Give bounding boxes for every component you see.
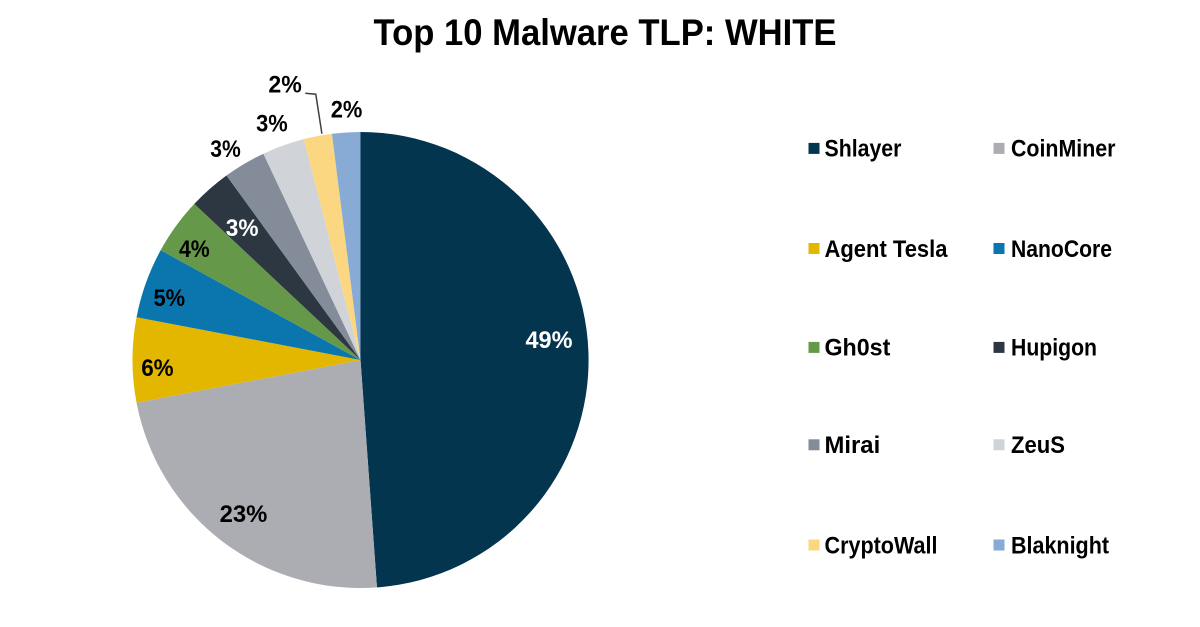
svg-text:CryptoWall: CryptoWall bbox=[825, 532, 938, 559]
svg-text:23%: 23% bbox=[220, 501, 268, 528]
svg-text:CoinMiner: CoinMiner bbox=[1011, 136, 1116, 163]
svg-text:6%: 6% bbox=[141, 355, 173, 382]
svg-text:3%: 3% bbox=[226, 215, 259, 242]
svg-text:5%: 5% bbox=[154, 285, 186, 312]
svg-text:Blaknight: Blaknight bbox=[1011, 532, 1109, 559]
svg-text:3%: 3% bbox=[210, 136, 241, 163]
svg-text:Agent Tesla: Agent Tesla bbox=[825, 236, 949, 263]
svg-text:Top 10 Malware TLP: WHITE: Top 10 Malware TLP: WHITE bbox=[374, 12, 837, 53]
svg-text:Gh0st: Gh0st bbox=[825, 335, 891, 362]
svg-text:Shlayer: Shlayer bbox=[825, 136, 902, 163]
svg-text:ZeuS: ZeuS bbox=[1011, 432, 1065, 459]
svg-text:Mirai: Mirai bbox=[825, 432, 881, 459]
svg-text:49%: 49% bbox=[526, 327, 573, 354]
svg-text:3%: 3% bbox=[256, 110, 288, 137]
svg-text:NanoCore: NanoCore bbox=[1011, 236, 1112, 263]
svg-text:4%: 4% bbox=[179, 236, 210, 263]
svg-text:2%: 2% bbox=[331, 97, 363, 124]
svg-text:2%: 2% bbox=[268, 71, 301, 98]
svg-text:Hupigon: Hupigon bbox=[1011, 335, 1097, 362]
